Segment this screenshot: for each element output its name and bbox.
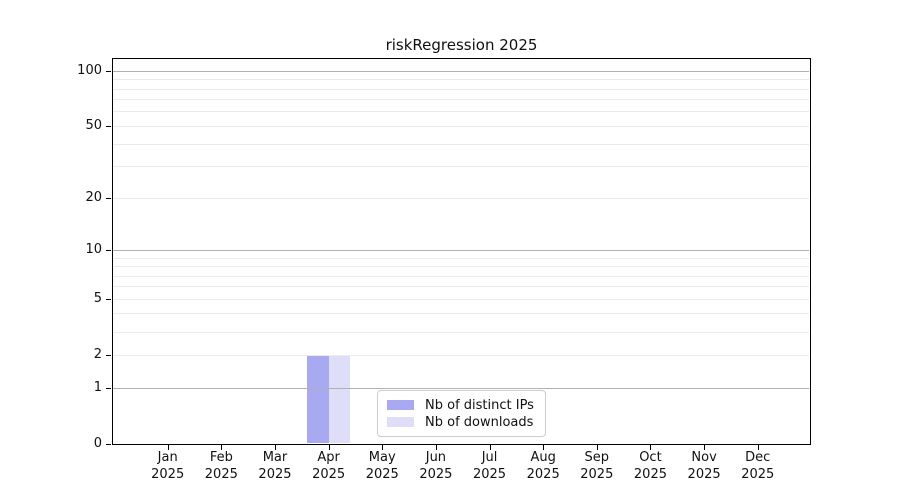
x-tick-label: Jun 2025 xyxy=(419,450,453,482)
x-tick-label: Apr 2025 xyxy=(312,450,346,482)
minor-gridline xyxy=(113,166,809,168)
minor-gridline xyxy=(113,79,809,81)
legend-item-downloads: Nb of downloads xyxy=(387,416,545,429)
minor-gridline xyxy=(113,111,809,113)
x-tick xyxy=(274,445,276,450)
x-tick xyxy=(167,445,169,450)
major-gridline xyxy=(113,249,809,251)
x-tick-label: Oct 2025 xyxy=(633,450,667,482)
minor-gridline xyxy=(113,88,809,90)
x-tick-label: Sep 2025 xyxy=(580,450,614,482)
legend-item-distinct-ips: Nb of distinct IPs xyxy=(387,399,545,412)
x-tick xyxy=(382,445,384,450)
y-tick-label: 100 xyxy=(77,63,102,79)
minor-gridline xyxy=(113,99,809,101)
minor-gridline xyxy=(113,286,809,288)
x-tick-label: Dec 2025 xyxy=(741,450,775,482)
y-tick-label: 5 xyxy=(93,291,102,307)
minor-gridline xyxy=(113,313,809,315)
y-tick-label: 2 xyxy=(93,347,102,363)
bar-distinct-ips xyxy=(307,355,329,443)
major-gridline xyxy=(113,387,809,389)
minor-gridline xyxy=(113,298,809,300)
y-tick xyxy=(106,125,111,127)
minor-gridline xyxy=(113,125,809,127)
x-tick xyxy=(435,445,437,450)
x-tick xyxy=(650,445,652,450)
minor-gridline xyxy=(113,331,809,333)
x-tick xyxy=(489,445,491,450)
y-tick xyxy=(106,249,111,251)
x-tick xyxy=(704,445,706,450)
minor-gridline xyxy=(113,197,809,199)
y-tick xyxy=(106,443,111,445)
y-tick xyxy=(106,197,111,199)
minor-gridline xyxy=(113,143,809,145)
legend: Nb of distinct IPs Nb of downloads xyxy=(377,390,546,437)
y-tick-label: 1 xyxy=(93,380,102,395)
x-tick-label: Mar 2025 xyxy=(258,450,292,482)
x-tick xyxy=(221,445,223,450)
major-gridline xyxy=(113,70,809,72)
minor-gridline xyxy=(113,354,809,356)
x-tick xyxy=(328,445,330,450)
minor-gridline xyxy=(113,266,809,267)
x-tick-label: Aug 2025 xyxy=(526,450,560,482)
y-tick xyxy=(106,298,111,300)
chart-title: riskRegression 2025 xyxy=(385,36,538,54)
x-tick-label: Nov 2025 xyxy=(687,450,721,482)
y-tick-label: 50 xyxy=(85,118,102,134)
minor-gridline xyxy=(113,275,809,277)
y-tick-label: 0 xyxy=(93,436,102,451)
bar-downloads xyxy=(328,355,351,443)
y-tick xyxy=(106,387,111,389)
y-tick xyxy=(106,70,111,72)
y-tick-label: 20 xyxy=(85,190,102,206)
x-tick-label: Jan 2025 xyxy=(151,450,185,482)
x-tick-label: May 2025 xyxy=(365,450,399,482)
x-tick xyxy=(757,445,759,450)
x-tick xyxy=(596,445,598,450)
x-tick xyxy=(543,445,545,450)
distinct-ips-swatch-icon xyxy=(387,400,414,410)
minor-gridline xyxy=(113,257,809,259)
y-tick xyxy=(106,354,111,356)
downloads-swatch-icon xyxy=(387,417,414,427)
x-tick-label: Feb 2025 xyxy=(204,450,238,482)
x-tick-label: Jul 2025 xyxy=(472,450,507,482)
legend-label-distinct-ips: Nb of distinct IPs xyxy=(425,397,534,413)
y-tick-label: 10 xyxy=(85,242,102,258)
legend-label-downloads: Nb of downloads xyxy=(425,414,534,430)
